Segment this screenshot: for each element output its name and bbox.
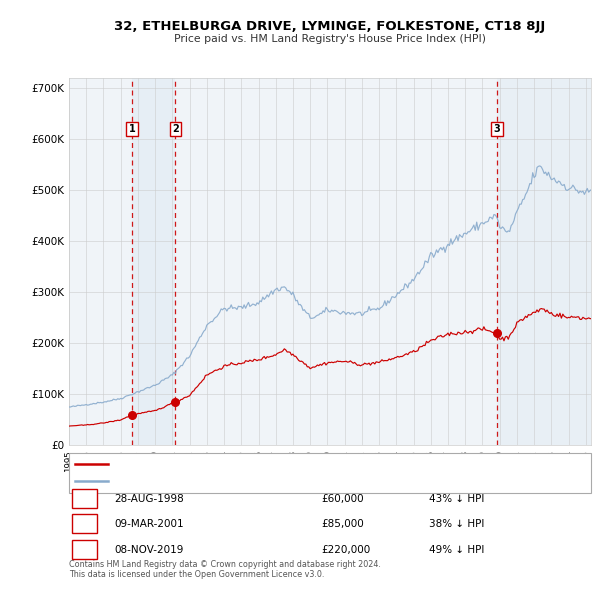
Text: 1: 1 [81,494,88,503]
Text: Contains HM Land Registry data © Crown copyright and database right 2024.
This d: Contains HM Land Registry data © Crown c… [69,560,381,579]
Text: 49% ↓ HPI: 49% ↓ HPI [429,545,484,555]
Text: 2: 2 [172,124,179,134]
Text: £60,000: £60,000 [321,494,364,503]
Text: 2: 2 [81,519,88,529]
Text: 09-MAR-2001: 09-MAR-2001 [114,519,184,529]
Bar [132,78,175,445]
Text: 3: 3 [494,124,500,134]
Text: 1: 1 [128,124,135,134]
Text: 32, ETHELBURGA DRIVE, LYMINGE, FOLKESTONE, CT18 8JJ: 32, ETHELBURGA DRIVE, LYMINGE, FOLKESTON… [115,20,545,33]
Text: 43% ↓ HPI: 43% ↓ HPI [429,494,484,503]
Text: 38% ↓ HPI: 38% ↓ HPI [429,519,484,529]
Text: Price paid vs. HM Land Registry's House Price Index (HPI): Price paid vs. HM Land Registry's House … [174,34,486,44]
Text: £220,000: £220,000 [321,545,370,555]
Text: £85,000: £85,000 [321,519,364,529]
Text: 32, ETHELBURGA DRIVE, LYMINGE, FOLKESTONE, CT18 8JJ (detached house): 32, ETHELBURGA DRIVE, LYMINGE, FOLKESTON… [115,459,445,468]
Text: 3: 3 [81,545,88,555]
Text: 28-AUG-1998: 28-AUG-1998 [114,494,184,503]
Bar [497,78,591,445]
Text: 08-NOV-2019: 08-NOV-2019 [114,545,184,555]
Text: HPI: Average price, detached house, Folkestone and Hythe: HPI: Average price, detached house, Folk… [115,477,369,486]
